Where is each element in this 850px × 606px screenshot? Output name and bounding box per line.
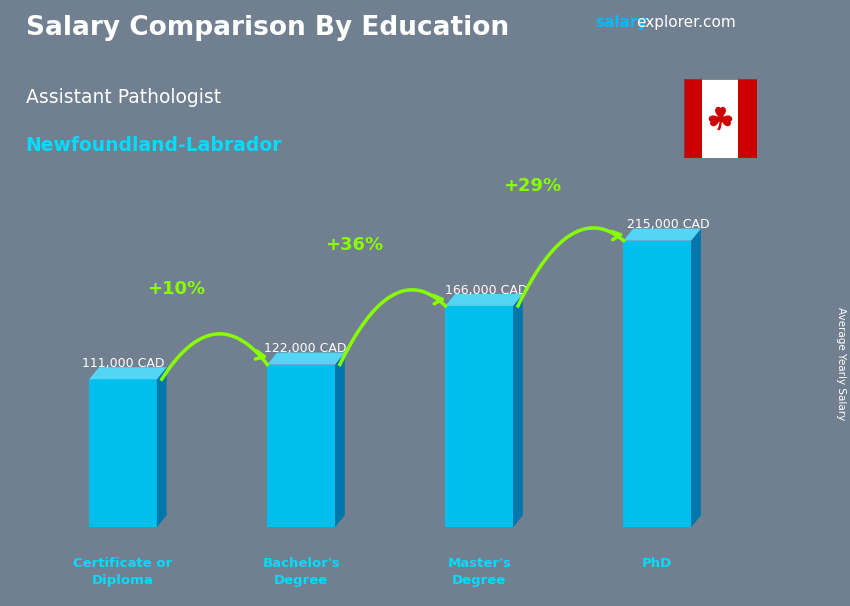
Text: Average Yearly Salary: Average Yearly Salary [836, 307, 846, 420]
Text: 215,000 CAD: 215,000 CAD [627, 218, 710, 231]
Text: 111,000 CAD: 111,000 CAD [82, 357, 165, 370]
Polygon shape [624, 228, 701, 241]
Polygon shape [267, 353, 345, 365]
Polygon shape [445, 294, 523, 306]
Text: PhD: PhD [643, 556, 672, 570]
Text: salary: salary [595, 15, 648, 30]
Text: +10%: +10% [147, 279, 206, 298]
Text: Assistant Pathologist: Assistant Pathologist [26, 88, 221, 107]
Bar [702, 79, 739, 158]
Polygon shape [335, 353, 345, 527]
Text: +29%: +29% [503, 177, 562, 195]
Text: explorer.com: explorer.com [636, 15, 735, 30]
Polygon shape [513, 294, 523, 527]
Polygon shape [624, 241, 691, 527]
Text: Newfoundland-Labrador: Newfoundland-Labrador [26, 136, 282, 155]
Polygon shape [157, 367, 167, 527]
Text: +36%: +36% [326, 236, 383, 253]
Bar [739, 79, 756, 158]
Polygon shape [89, 379, 157, 527]
Polygon shape [267, 365, 335, 527]
Text: Salary Comparison By Education: Salary Comparison By Education [26, 15, 508, 41]
Polygon shape [445, 306, 513, 527]
Bar [684, 79, 702, 158]
Polygon shape [691, 228, 701, 527]
Text: Master's
Degree: Master's Degree [447, 556, 511, 587]
Polygon shape [89, 367, 167, 379]
Text: Certificate or
Diploma: Certificate or Diploma [73, 556, 173, 587]
Text: 166,000 CAD: 166,000 CAD [445, 284, 528, 296]
Text: 122,000 CAD: 122,000 CAD [264, 342, 346, 355]
Text: Bachelor's
Degree: Bachelor's Degree [263, 556, 340, 587]
